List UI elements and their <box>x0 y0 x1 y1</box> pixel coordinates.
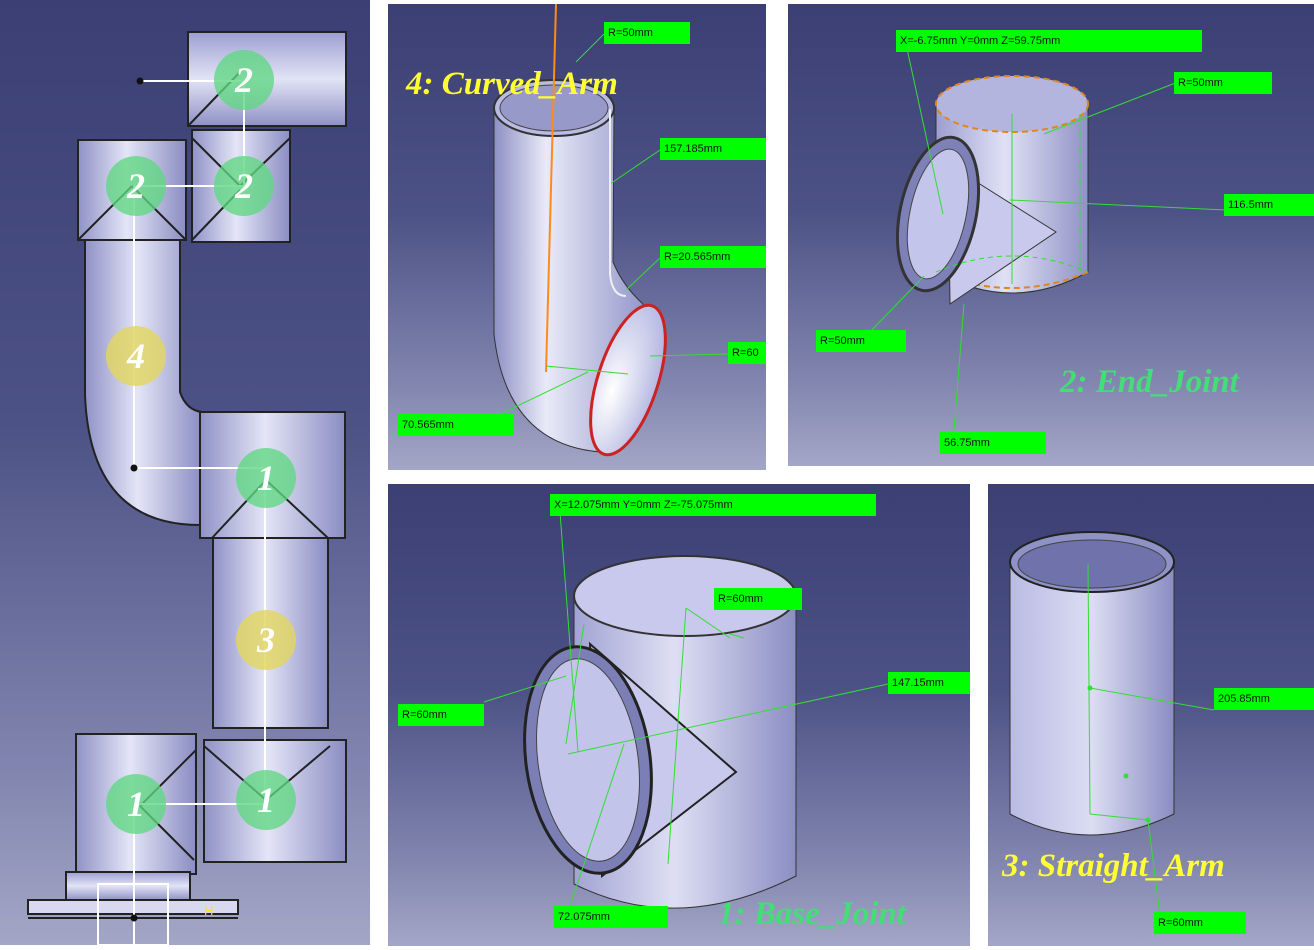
base-joint-dim-top-radius[interactable]: R=60mm <box>714 588 802 610</box>
curved-arm-dim-top-radius[interactable]: R=50mm <box>604 22 690 44</box>
base-joint-dim-length[interactable]: 147.15mm <box>888 672 970 694</box>
badge-middle-joint[interactable]: 1 <box>236 448 296 508</box>
end-joint-panel: X=-6.75mm Y=0mm Z=59.75mm R=50mm 116.5mm… <box>788 4 1314 466</box>
end-joint-dim-offset[interactable]: 56.75mm <box>940 432 1046 454</box>
end-joint-dim-side-radius[interactable]: R=50mm <box>816 330 906 352</box>
end-joint-dim-top-radius[interactable]: R=50mm <box>1174 72 1272 94</box>
straight-arm-panel: 205.85mm 3: Straight_Arm R=60mm <box>988 484 1314 946</box>
badge-upper-left-joint[interactable]: 2 <box>106 156 166 216</box>
end-joint-drawing <box>867 43 1227 431</box>
straight-arm-dim-radius[interactable]: R=60mm <box>1154 912 1246 934</box>
badge-upper-right-joint[interactable]: 2 <box>214 156 274 216</box>
curved-arm-panel: 4: Curved_Arm R=50mm 157.185mm R=20.565m… <box>388 4 766 470</box>
badge-lower-right-joint[interactable]: 1 <box>236 770 296 830</box>
orange-axis <box>545 4 557 373</box>
curved-arm-dim-length[interactable]: 157.185mm <box>660 138 766 160</box>
base-joint-panel: X=12.075mm Y=0mm Z=-75.075mm R=60mm 147.… <box>388 484 970 946</box>
curved-arm-dim-offset[interactable]: 70.565mm <box>398 414 514 436</box>
curved-arm-title: 4: Curved_Arm <box>406 66 618 102</box>
end-joint-title: 2: End_Joint <box>1060 364 1239 400</box>
straight-arm-title: 3: Straight_Arm <box>1002 848 1225 884</box>
straight-arm-drawing <box>1009 531 1215 917</box>
base-joint-title: 1: Base_Joint <box>718 896 906 932</box>
base-joint-dim-offset[interactable]: 72.075mm <box>554 906 668 928</box>
axis-marker: H <box>204 903 213 918</box>
base-joint-coord[interactable]: X=12.075mm Y=0mm Z=-75.075mm <box>550 494 876 516</box>
badge-lower-left-joint[interactable]: 1 <box>106 774 166 834</box>
badge-curved-arm[interactable]: 4 <box>106 326 166 386</box>
assembly-drawing: H <box>27 31 347 945</box>
end-joint-dim-length[interactable]: 116.5mm <box>1224 194 1314 216</box>
straight-arm-dim-length[interactable]: 205.85mm <box>1214 688 1314 710</box>
badge-straight-arm[interactable]: 3 <box>236 610 296 670</box>
badge-top-joint[interactable]: 2 <box>214 50 274 110</box>
curved-arm-dim-end-radius[interactable]: R=60 <box>728 342 766 364</box>
end-joint-coord[interactable]: X=-6.75mm Y=0mm Z=59.75mm <box>896 30 1202 52</box>
base-flange <box>65 871 191 901</box>
curved-arm-drawing <box>483 4 729 457</box>
curved-arm-dim-bend-radius[interactable]: R=20.565mm <box>660 246 766 268</box>
assembly-panel: H 2 2 2 4 1 3 1 1 <box>0 0 370 945</box>
base-joint-dim-side-radius[interactable]: R=60mm <box>398 704 484 726</box>
base-joint-drawing <box>483 511 889 909</box>
